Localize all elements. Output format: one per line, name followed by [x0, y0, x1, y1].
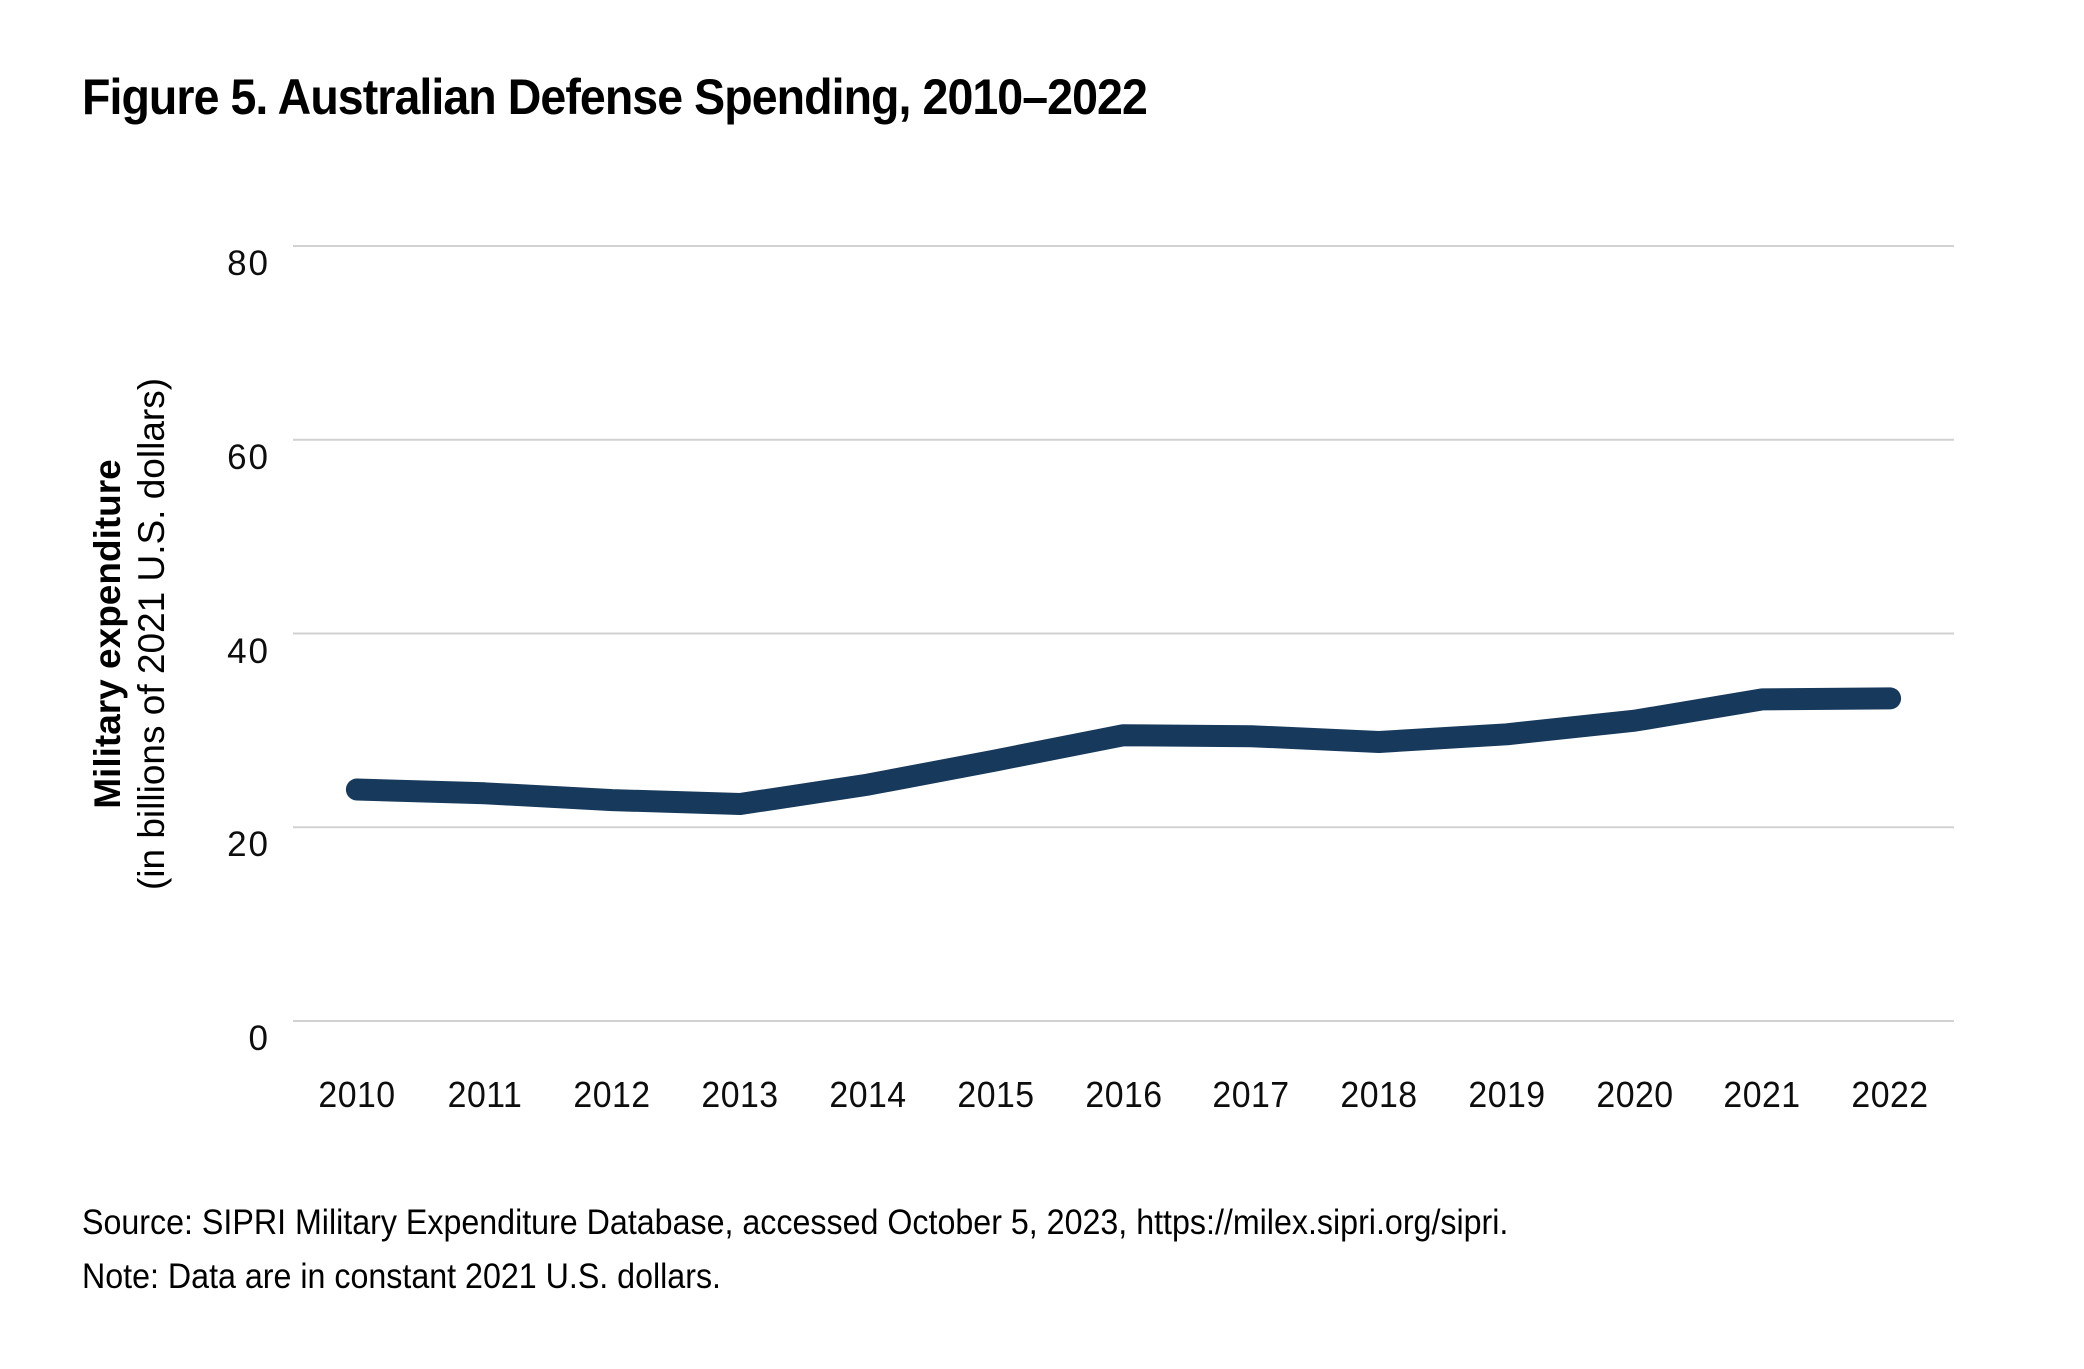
source-text: Source: SIPRI Military Expenditure Datab…: [82, 1203, 1509, 1242]
y-tick-label-40: 40: [227, 631, 270, 671]
figure-title: Figure 5. Australian Defense Spending, 2…: [82, 69, 1148, 125]
note-text: Note: Data are in constant 2021 U.S. dol…: [82, 1257, 721, 1296]
x-tick-label-2019: 2019: [1468, 1074, 1546, 1115]
x-tick-label-2015: 2015: [957, 1074, 1035, 1115]
y-tick-label-60: 60: [227, 437, 270, 477]
x-tick-label-2011: 2011: [447, 1074, 522, 1115]
x-tick-label-2021: 2021: [1723, 1074, 1801, 1115]
x-tick-label-2016: 2016: [1084, 1074, 1163, 1115]
x-tick-label-2012: 2012: [573, 1074, 652, 1115]
y-tick-label-80: 80: [227, 244, 270, 283]
x-tick-label-2022: 2022: [1851, 1074, 1929, 1115]
x-tick-label-2010: 2010: [318, 1074, 396, 1115]
x-tick-label-2017: 2017: [1212, 1074, 1290, 1115]
line-chart-plot: [293, 245, 1954, 1022]
y-tick-label-0: 0: [248, 1019, 270, 1058]
x-tick-label-2013: 2013: [701, 1074, 779, 1115]
x-tick-label-2018: 2018: [1340, 1074, 1418, 1115]
x-tick-label-2020: 2020: [1595, 1074, 1674, 1115]
series-line-australian-military-expenditure: [345, 687, 1902, 815]
x-tick-label-2014: 2014: [829, 1074, 907, 1115]
y-tick-label-20: 20: [227, 825, 270, 865]
y-axis-title-main: Military expenditure: [87, 458, 129, 809]
